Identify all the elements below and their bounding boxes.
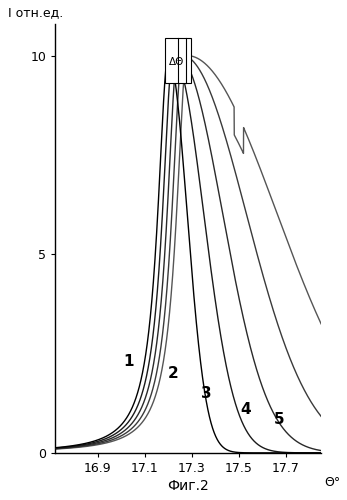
- Text: I отн.ед.: I отн.ед.: [8, 6, 63, 20]
- Text: 2: 2: [168, 366, 178, 381]
- Text: Θ°: Θ°: [324, 476, 340, 490]
- Text: ΔΘ: ΔΘ: [169, 56, 185, 66]
- Text: 4: 4: [240, 402, 251, 416]
- Text: 3: 3: [201, 386, 211, 401]
- Text: 1: 1: [123, 354, 134, 369]
- Text: 5: 5: [273, 412, 284, 426]
- Bar: [165, 38, 191, 84]
- X-axis label: Фиг.2: Фиг.2: [167, 479, 209, 493]
